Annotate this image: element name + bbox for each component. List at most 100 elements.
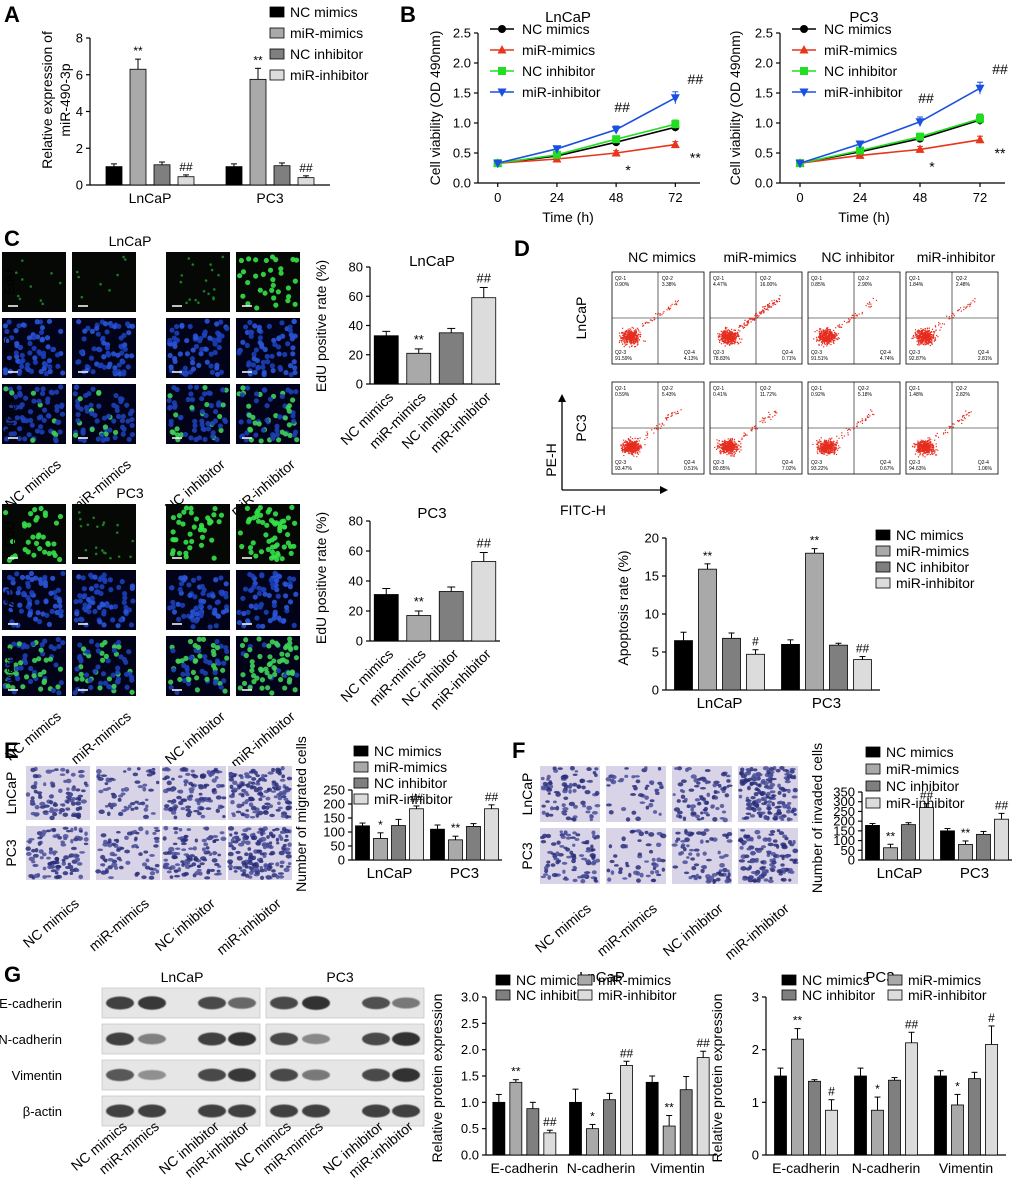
panel-c-pc3-dapi-image-cell <box>36 619 43 625</box>
chart-b-pc3-point <box>795 159 805 169</box>
panel-d-event <box>734 329 737 331</box>
panel-c-pc3-dapi-image-cell <box>15 590 21 596</box>
panel-c-lncap-dapi-image-cell <box>174 337 181 343</box>
panel-d-event <box>941 323 944 325</box>
panel-c-pc3-edu-image-cell <box>79 524 83 528</box>
panel-c-lncap-dapi-image-cell <box>43 361 49 368</box>
panel-d-event <box>634 340 637 342</box>
panel-c-lncap-dapi-image-cell <box>81 336 87 342</box>
panel-d-event <box>648 322 650 324</box>
panel-d-event <box>824 336 826 339</box>
panel-d-event <box>914 334 917 336</box>
panel-c-pc3-dapi-image-cell <box>90 599 96 606</box>
panel-d-event <box>767 305 769 307</box>
panel-c-pc3-dapi-image-cell <box>28 570 35 577</box>
panel-d-event <box>735 443 738 445</box>
panel-c-lncap-edu-image-cell <box>285 285 291 291</box>
panel-c-pc3-edu-image-cell <box>205 515 211 521</box>
panel-d-event <box>726 441 728 443</box>
panel-c-pc3-dapi-image-cell <box>112 604 118 610</box>
panel-d-event <box>848 321 850 323</box>
panel-c-lncap-merge-image-cell <box>206 390 212 396</box>
panel-d-event <box>926 339 929 341</box>
panel-c-lncap-dapi-image-cell <box>204 318 210 324</box>
panel-c-pc3-edu-image-cell <box>211 512 217 518</box>
panel-d-event <box>741 437 743 439</box>
panel-d-event <box>621 339 623 342</box>
panel-c-lncap-dapi-image-cell <box>256 327 262 334</box>
panel-d-event <box>732 342 734 345</box>
panel-d-event <box>823 333 825 335</box>
panel-d-event <box>632 338 634 341</box>
panel-c-pc3-edu-image-cell <box>92 516 95 520</box>
panel-d-event <box>820 333 822 335</box>
panel-d-event <box>734 335 737 337</box>
panel-d-event <box>743 326 746 329</box>
panel-c-pc3-dapi-image-cell <box>259 573 265 579</box>
panel-c-lncap-dapi-image-cell <box>43 371 49 377</box>
panel-d-event <box>732 448 735 450</box>
panel-d-event <box>769 413 771 416</box>
panel-d-event <box>639 445 641 447</box>
panel-d-event <box>768 411 770 414</box>
panel-d-event <box>933 340 935 342</box>
panel-d-event <box>931 343 933 345</box>
panel-d-event <box>726 454 728 456</box>
panel-c-lncap-edu-image-cell <box>292 278 298 284</box>
panel-c-pc3-merge-image-cell <box>277 677 284 683</box>
panel-c-pc3-dapi-image-cell <box>58 612 64 619</box>
panel-d-event <box>829 452 831 454</box>
panel-d-event <box>929 339 931 342</box>
panel-c-lncap-merge-image-cell <box>72 391 78 397</box>
panel-c-pc3-merge-image-cell <box>284 659 290 665</box>
panel-d-event <box>632 335 635 338</box>
panel-d-event <box>636 443 638 445</box>
panel-d-event <box>740 449 742 451</box>
panel-d-event <box>740 325 742 327</box>
panel-d-event <box>939 323 941 325</box>
panel-d-event <box>739 330 741 332</box>
panel-d-event <box>719 336 721 338</box>
panel-c-lncap-dapi-image-cell <box>216 344 222 351</box>
panel-c-lncap-dapi-image-cell <box>211 337 217 343</box>
panel-d-event <box>622 450 624 452</box>
panel-d-event <box>621 332 623 334</box>
panel-d-event <box>632 337 634 339</box>
panel-d-event <box>637 340 639 342</box>
panel-c-lncap-merge-image-cell <box>96 403 102 409</box>
panel-d-event <box>773 302 775 304</box>
panel-c-lncap-merge-image-cell <box>86 391 92 397</box>
panel-c-lncap-edu-image-background <box>2 252 66 312</box>
panel-d-event <box>926 328 929 330</box>
panel-d-event <box>727 337 729 339</box>
panel-d-event <box>815 340 818 342</box>
panel-d-event <box>628 333 630 336</box>
panel-d-quadrant-name: Q2-2 <box>760 276 771 282</box>
panel-d-event <box>929 342 931 344</box>
panel-d-quadrant-value: 80.85% <box>713 466 731 472</box>
panel-c-pc3-dapi-image-cell <box>82 602 88 608</box>
panel-c-pc3-dapi-image-cell <box>97 576 103 583</box>
panel-c-pc3-edu-image-cell <box>270 554 277 560</box>
panel-d-event <box>622 332 624 334</box>
panel-d-event <box>925 341 927 343</box>
panel-c-pc3-col-label: NC mimics <box>2 708 64 764</box>
panel-d-event <box>737 444 739 446</box>
panel-c-pc3-edu-image-cell <box>57 556 63 563</box>
panel-d-event <box>729 449 731 452</box>
panel-c-pc3-dapi-image-cell <box>201 598 207 605</box>
panel-c-lncap-edu-image-cell <box>260 271 266 277</box>
panel-c-pc3-edu-image-cell <box>32 507 38 513</box>
panel-d-event <box>634 336 636 338</box>
panel-c-lncap-edu-image <box>236 252 300 312</box>
panel-c-pc3-merge-image-cell <box>38 686 44 692</box>
panel-c-pc3-merge-image-cell <box>243 637 249 643</box>
panel-d-event <box>746 434 748 436</box>
panel-d-event <box>633 455 635 457</box>
panel-d-event <box>820 335 822 337</box>
panel-d-event <box>721 443 723 445</box>
panel-c-lncap-dapi-image-cell <box>198 351 204 357</box>
panel-d-event <box>733 329 735 331</box>
panel-c-pc3-edu-image-cell <box>9 538 16 545</box>
panel-c-lncap-merge-image-cell <box>102 424 109 430</box>
